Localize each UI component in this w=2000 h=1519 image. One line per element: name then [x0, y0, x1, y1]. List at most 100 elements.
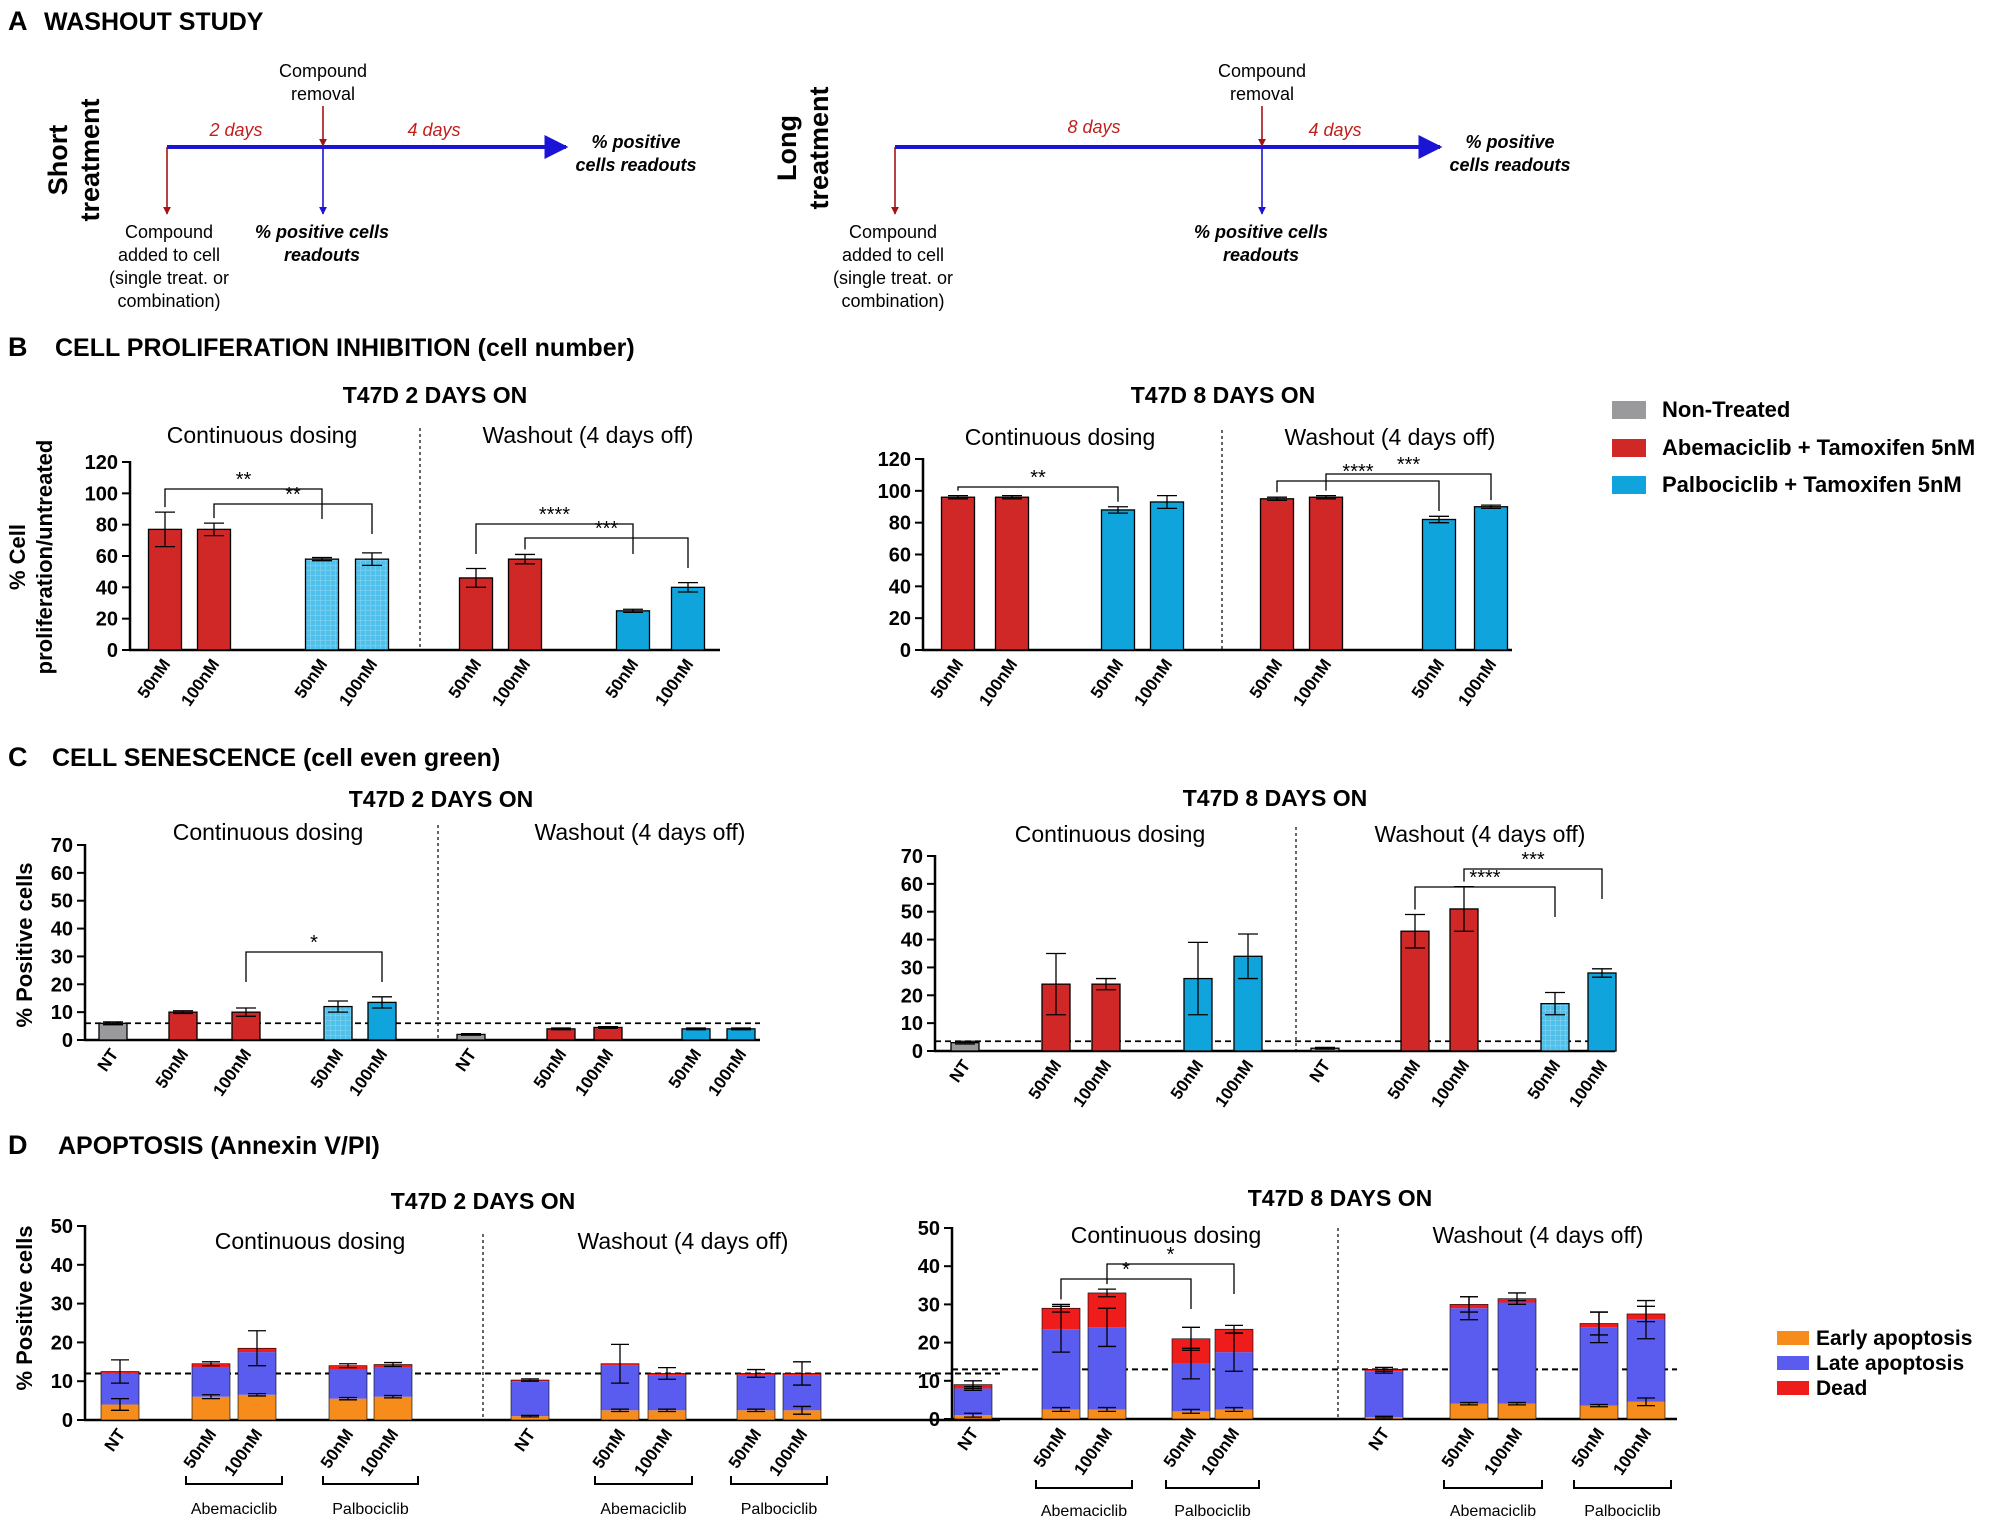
bar-palbo_light — [354, 558, 390, 651]
panel-c-title: CELL SENESCENCE (cell even green) — [52, 744, 500, 772]
long-readout-end-line1: % positive — [1465, 132, 1554, 152]
stack-early-apoptosis — [1450, 1403, 1488, 1419]
x-tick-label: 50nM — [927, 655, 967, 702]
x-tick-label: 50nM — [589, 1425, 629, 1472]
y-tick-label: 80 — [889, 513, 911, 535]
short-added-line3: (single treat. or — [109, 268, 229, 288]
y-tick-label: 20 — [51, 1332, 73, 1354]
stack-early-apoptosis — [783, 1410, 821, 1420]
significance-bracket — [245, 951, 383, 982]
short-readout-end-line2: cells readouts — [575, 155, 696, 175]
group-bracket-label: Abemaciclib — [1041, 1503, 1127, 1519]
short-readout-mid-line1: % positive cells — [255, 222, 389, 242]
y-tick-label: 100 — [85, 483, 118, 505]
bar-abema — [1400, 930, 1430, 1052]
section-label: Continuous dosing — [1015, 821, 1206, 847]
legend-swatch-late — [1777, 1356, 1809, 1370]
significance-label: *** — [595, 518, 619, 540]
y-tick-label: 10 — [901, 1013, 923, 1035]
group-bracket — [594, 1476, 693, 1485]
group-bracket-label: Palbociclib — [1584, 1503, 1661, 1519]
y-tick-label: 40 — [918, 1256, 940, 1278]
long-removal-line1: Compound — [1218, 61, 1306, 81]
stack-early-apoptosis — [101, 1404, 139, 1420]
x-tick-label: 100nM — [220, 1425, 266, 1479]
bar-abema — [458, 577, 494, 651]
x-tick-label: 100nM — [1609, 1424, 1655, 1478]
y-tick-label: 40 — [96, 577, 118, 599]
x-tick-label: 100nM — [1130, 655, 1176, 709]
bar-palbo — [726, 1028, 756, 1041]
x-tick-label: 50nM — [307, 1045, 347, 1092]
legend-swatch-palbociclib — [1612, 476, 1646, 494]
stack-late-apoptosis — [374, 1367, 412, 1397]
chart-senescence-2days: T47D 2 DAYS ON Continuous dosing Washout (… — [12, 786, 760, 1100]
x-tick-label: 100nM — [1427, 1056, 1473, 1110]
group-bracket-label: Palbociclib — [1174, 1503, 1251, 1519]
y-tick-label: 0 — [929, 1409, 940, 1431]
bar-palbo — [681, 1028, 711, 1041]
legend-label-non-treated: Non-Treated — [1662, 397, 1790, 422]
long-seg2-label: 4 days — [1308, 120, 1361, 140]
stack-early-apoptosis — [511, 1416, 549, 1420]
chart-proliferation-8days: T47D 8 DAYS ON Continuous dosing Washout (… — [878, 382, 1512, 710]
y-tick-label: 60 — [51, 863, 73, 885]
section-label: Washout (4 days off) — [535, 819, 746, 845]
chart-title: T47D 8 DAYS ON — [1131, 382, 1316, 408]
panel-d-letter: D — [8, 1130, 28, 1160]
x-tick-label: 100nM — [630, 1425, 676, 1479]
y-axis-label: % Positive cells — [12, 862, 37, 1027]
short-label-line2: treatment — [75, 98, 105, 221]
long-readout-mid-line2: readouts — [1223, 245, 1299, 265]
chart-apoptosis-2days: T47D 2 DAYS ON Continuous dosing Washout (… — [12, 1188, 1000, 1518]
bar-abema — [546, 1028, 576, 1041]
y-axis-label: % Positive cells — [12, 1225, 37, 1390]
x-tick-label: 100nM — [209, 1045, 255, 1099]
x-tick-label: 100nM — [1480, 1424, 1526, 1478]
y-tick-label: 0 — [107, 640, 118, 662]
x-tick-label: 50nM — [725, 1425, 765, 1472]
x-tick-label: 50nM — [1438, 1424, 1478, 1471]
long-removal-line2: removal — [1230, 84, 1294, 104]
x-tick-label: 100nM — [335, 655, 381, 709]
stack-early-apoptosis — [1172, 1411, 1210, 1419]
y-tick-label: 80 — [96, 515, 118, 537]
chart-title: T47D 2 DAYS ON — [349, 786, 534, 812]
short-added-line1: Compound — [125, 222, 213, 242]
stack-early-apoptosis — [192, 1396, 230, 1420]
section-label: Washout (4 days off) — [1285, 424, 1496, 450]
significance-bracket — [475, 523, 634, 554]
stack-early-apoptosis — [648, 1410, 686, 1420]
x-tick-label: 50nM — [1087, 655, 1127, 702]
x-tick-label: 100nM — [1197, 1424, 1243, 1478]
panel-a: A WASHOUT STUDY Short treatment 2 days 4… — [8, 6, 1571, 311]
bar-palbo — [1421, 518, 1457, 651]
section-label: Continuous dosing — [965, 424, 1156, 450]
x-tick-label: NT — [946, 1056, 975, 1086]
y-tick-label: 30 — [918, 1294, 940, 1316]
short-added-line4: combination) — [117, 291, 220, 311]
significance-label: * — [1167, 1244, 1175, 1266]
long-treatment-diagram: Long treatment 8 days 4 days Compound re… — [772, 61, 1571, 311]
stack-early-apoptosis — [601, 1410, 639, 1420]
panel-c-letter: C — [8, 742, 28, 772]
group-bracket — [1165, 1480, 1260, 1489]
section-label: Continuous dosing — [167, 422, 358, 448]
long-added-line3: (single treat. or — [833, 268, 953, 288]
x-tick-label: 100nM — [356, 1425, 402, 1479]
significance-label: *** — [1521, 849, 1545, 871]
bar-nt — [98, 1022, 128, 1041]
panel-b-title: CELL PROLIFERATION INHIBITION (cell numb… — [55, 334, 635, 362]
x-tick-label: 100nM — [765, 1425, 811, 1479]
significance-bracket — [213, 503, 373, 534]
x-tick-label: 100nM — [571, 1045, 617, 1099]
significance-bracket — [1463, 868, 1603, 899]
x-tick-label: 50nM — [1030, 1424, 1070, 1471]
x-tick-label: 100nM — [1454, 655, 1500, 709]
y-tick-label: 40 — [51, 919, 73, 941]
stack-early-apoptosis — [238, 1394, 276, 1420]
legend-swatch-abemaciclib — [1612, 439, 1646, 457]
stack-early-apoptosis — [1627, 1401, 1665, 1419]
short-seg2-label: 4 days — [407, 120, 460, 140]
x-tick-label: 100nM — [1565, 1056, 1611, 1110]
